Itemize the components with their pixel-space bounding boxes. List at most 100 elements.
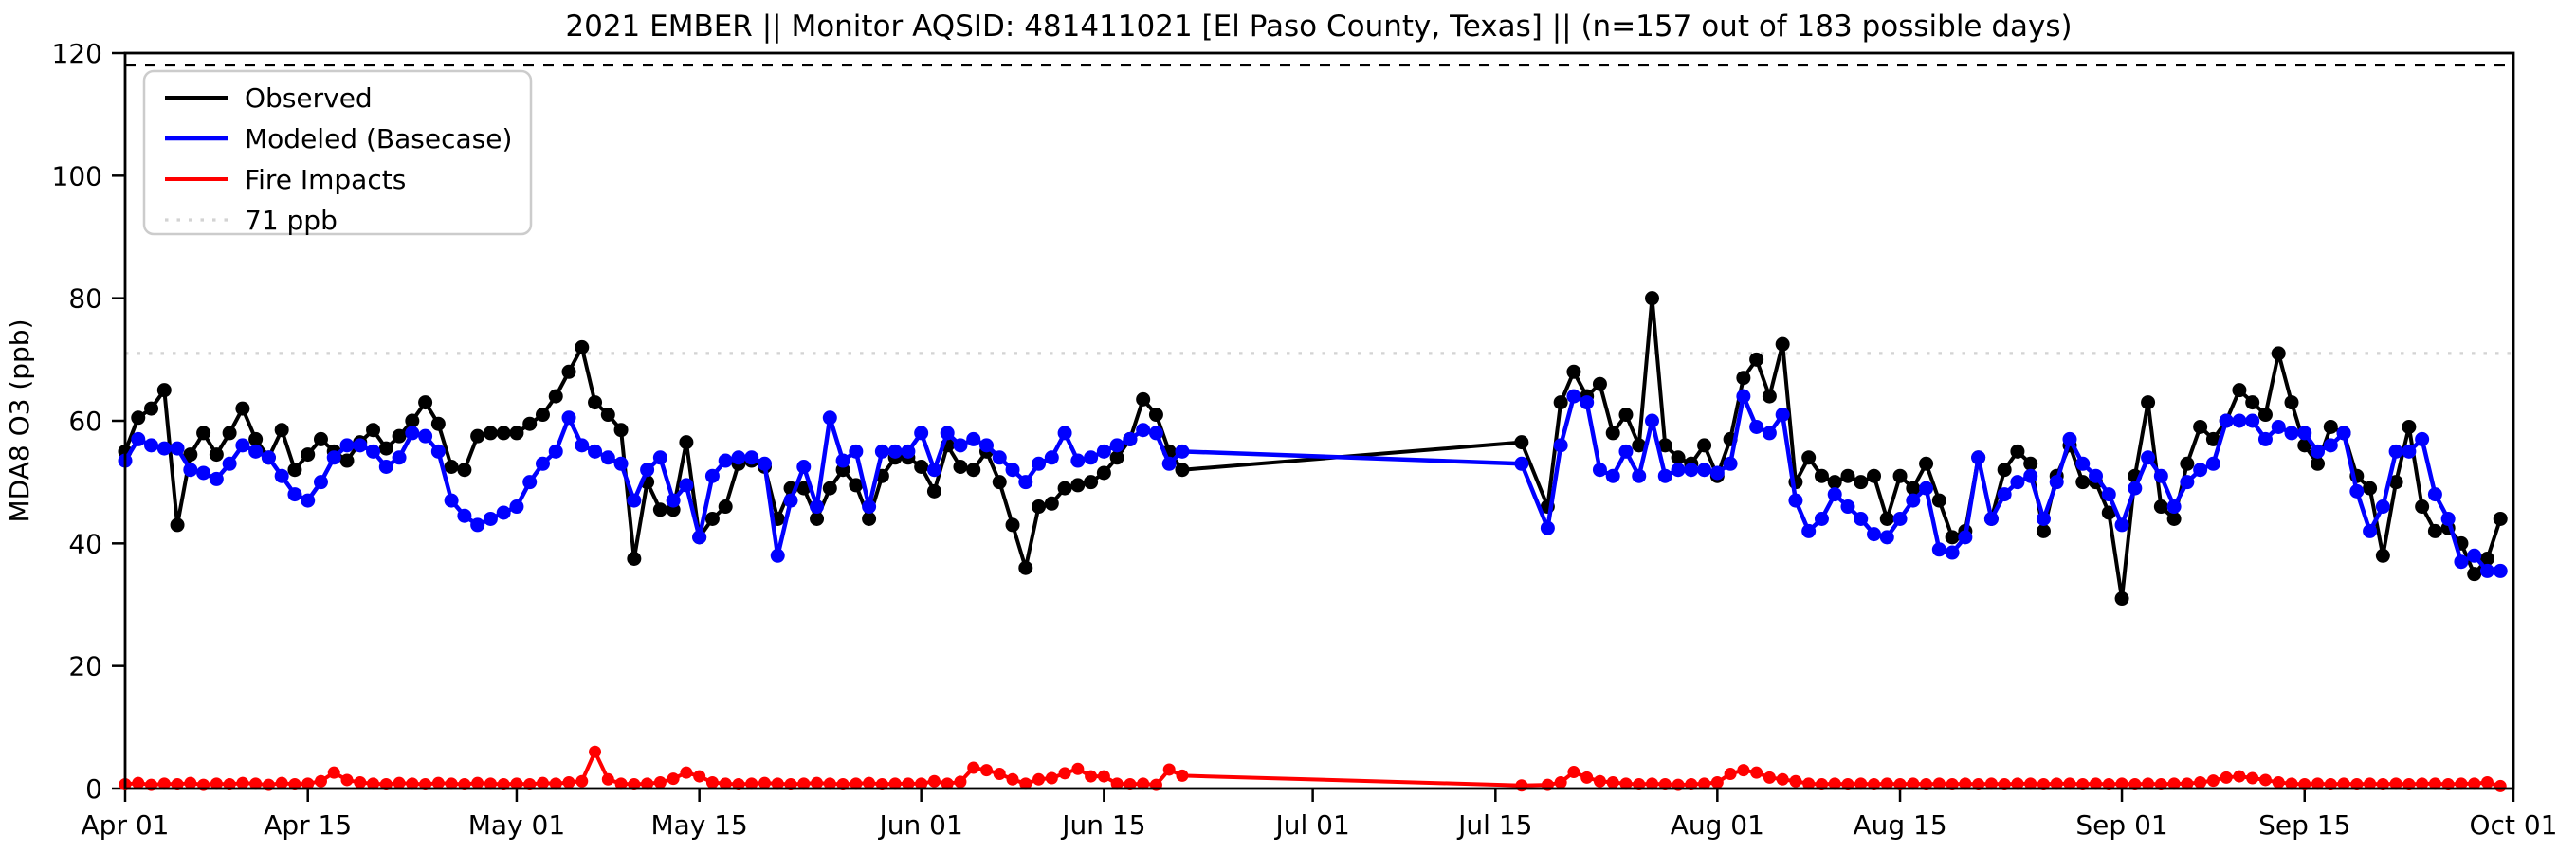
series-marker-fire-impacts — [2337, 777, 2350, 790]
series-marker-observed — [1945, 530, 1960, 545]
series-marker-observed — [1657, 438, 1672, 453]
series-marker-modeled-basecase- — [2467, 548, 2482, 563]
series-marker-fire-impacts — [132, 776, 145, 789]
series-marker-fire-impacts — [1619, 777, 1633, 790]
series-marker-fire-impacts — [2455, 777, 2468, 790]
series-marker-fire-impacts — [2233, 770, 2246, 783]
series-marker-modeled-basecase- — [1788, 493, 1803, 508]
series-marker-modeled-basecase- — [548, 444, 563, 459]
series-marker-modeled-basecase- — [2180, 475, 2195, 490]
series-marker-modeled-basecase- — [692, 530, 707, 545]
series-marker-modeled-basecase- — [1983, 511, 1999, 526]
series-marker-modeled-basecase- — [2075, 456, 2091, 471]
series-marker-modeled-basecase- — [1032, 456, 1047, 471]
legend-label-71-ppb: 71 ppb — [245, 205, 338, 236]
series-marker-modeled-basecase- — [2193, 463, 2208, 478]
series-marker-observed — [2323, 419, 2338, 434]
series-marker-modeled-basecase- — [887, 444, 903, 459]
series-marker-fire-impacts — [1959, 777, 1972, 790]
y-tick-label: 120 — [52, 38, 102, 69]
series-marker-observed — [1514, 435, 1529, 450]
series-marker-fire-impacts — [1593, 774, 1606, 788]
series-marker-observed — [1919, 456, 1934, 471]
y-axis-label: MDA8 O3 (ppb) — [4, 318, 35, 522]
series-marker-modeled-basecase- — [1540, 520, 1555, 535]
series-marker-modeled-basecase- — [561, 410, 576, 426]
series-marker-fire-impacts — [2024, 777, 2037, 790]
series-marker-observed — [1906, 481, 1921, 496]
series-marker-modeled-basecase- — [822, 410, 837, 426]
series-marker-observed — [1175, 463, 1190, 478]
series-marker-modeled-basecase- — [1605, 468, 1620, 483]
y-tick-label: 40 — [68, 528, 102, 559]
series-marker-fire-impacts — [863, 776, 876, 789]
series-marker-modeled-basecase- — [2036, 511, 2051, 526]
series-marker-observed — [2375, 548, 2390, 563]
series-marker-modeled-basecase- — [1580, 395, 1595, 410]
series-marker-observed — [2493, 511, 2508, 526]
series-marker-fire-impacts — [2090, 777, 2103, 790]
series-marker-observed — [1697, 438, 1712, 453]
series-marker-modeled-basecase- — [627, 493, 642, 508]
series-marker-modeled-basecase- — [2375, 499, 2390, 515]
series-marker-modeled-basecase- — [430, 444, 446, 459]
series-marker-fire-impacts — [210, 777, 223, 790]
series-marker-fire-impacts — [1580, 771, 1594, 784]
series-marker-fire-impacts — [1710, 776, 1724, 789]
series-marker-fire-impacts — [614, 777, 628, 790]
series-marker-modeled-basecase- — [1109, 438, 1124, 453]
series-marker-observed — [2284, 395, 2299, 410]
series-marker-modeled-basecase- — [2271, 419, 2286, 434]
x-tick-label: Sep 01 — [2075, 809, 2167, 841]
x-tick-label: Jun 01 — [878, 809, 963, 841]
series-marker-observed — [679, 435, 694, 450]
series-marker-observed — [1931, 493, 1946, 508]
series-marker-modeled-basecase- — [1123, 431, 1138, 446]
series-marker-modeled-basecase- — [2284, 426, 2299, 441]
series-marker-fire-impacts — [2311, 777, 2325, 790]
series-marker-fire-impacts — [915, 777, 928, 790]
series-marker-observed — [196, 426, 211, 441]
series-marker-observed — [222, 426, 237, 441]
series-marker-fire-impacts — [1019, 777, 1032, 790]
series-marker-fire-impacts — [575, 774, 589, 788]
series-marker-observed — [430, 416, 446, 431]
series-marker-fire-impacts — [2428, 777, 2441, 790]
series-marker-observed — [1605, 426, 1620, 441]
series-marker-fire-impacts — [2194, 776, 2207, 789]
series-marker-fire-impacts — [562, 776, 575, 789]
plot-area: 0 20 40 60 80 100 120 Apr 01 Apr 15 May 01 May 15 J… — [52, 38, 2558, 841]
series-marker-observed — [548, 389, 563, 404]
x-tick-label: Aug 01 — [1671, 809, 1764, 841]
series-marker-modeled-basecase- — [1657, 468, 1672, 483]
series-marker-fire-impacts — [2258, 773, 2272, 787]
series-marker-observed — [1032, 499, 1047, 515]
series-marker-observed — [1148, 408, 1163, 423]
series-marker-fire-impacts — [1085, 770, 1098, 783]
series-marker-observed — [444, 460, 459, 474]
series-marker-observed — [2467, 567, 2482, 582]
x-tick-label: Jul 01 — [1273, 809, 1349, 841]
series-marker-modeled-basecase- — [679, 478, 694, 493]
series-marker-modeled-basecase- — [914, 426, 929, 441]
series-marker-fire-impacts — [811, 776, 824, 789]
series-marker-observed — [183, 447, 198, 463]
series-marker-observed — [953, 460, 968, 474]
series-marker-modeled-basecase- — [1044, 450, 1059, 465]
series-marker-observed — [366, 423, 381, 438]
series-marker-observed — [339, 453, 355, 468]
series-marker-observed — [313, 431, 328, 446]
series-marker-modeled-basecase- — [353, 438, 368, 453]
series-marker-fire-impacts — [1737, 764, 1750, 777]
series-marker-fire-impacts — [2063, 777, 2076, 790]
series-marker-observed — [2479, 552, 2494, 566]
series-marker-modeled-basecase- — [2454, 554, 2469, 570]
x-tick-label: May 01 — [468, 809, 565, 841]
series-marker-modeled-basecase- — [1775, 408, 1790, 423]
series-marker-modeled-basecase- — [2128, 481, 2143, 496]
series-marker-observed — [2245, 395, 2260, 410]
series-marker-modeled-basecase- — [274, 468, 289, 483]
series-marker-modeled-basecase- — [131, 431, 146, 446]
series-marker-modeled-basecase- — [1592, 463, 1607, 478]
series-marker-fire-impacts — [2416, 777, 2429, 790]
